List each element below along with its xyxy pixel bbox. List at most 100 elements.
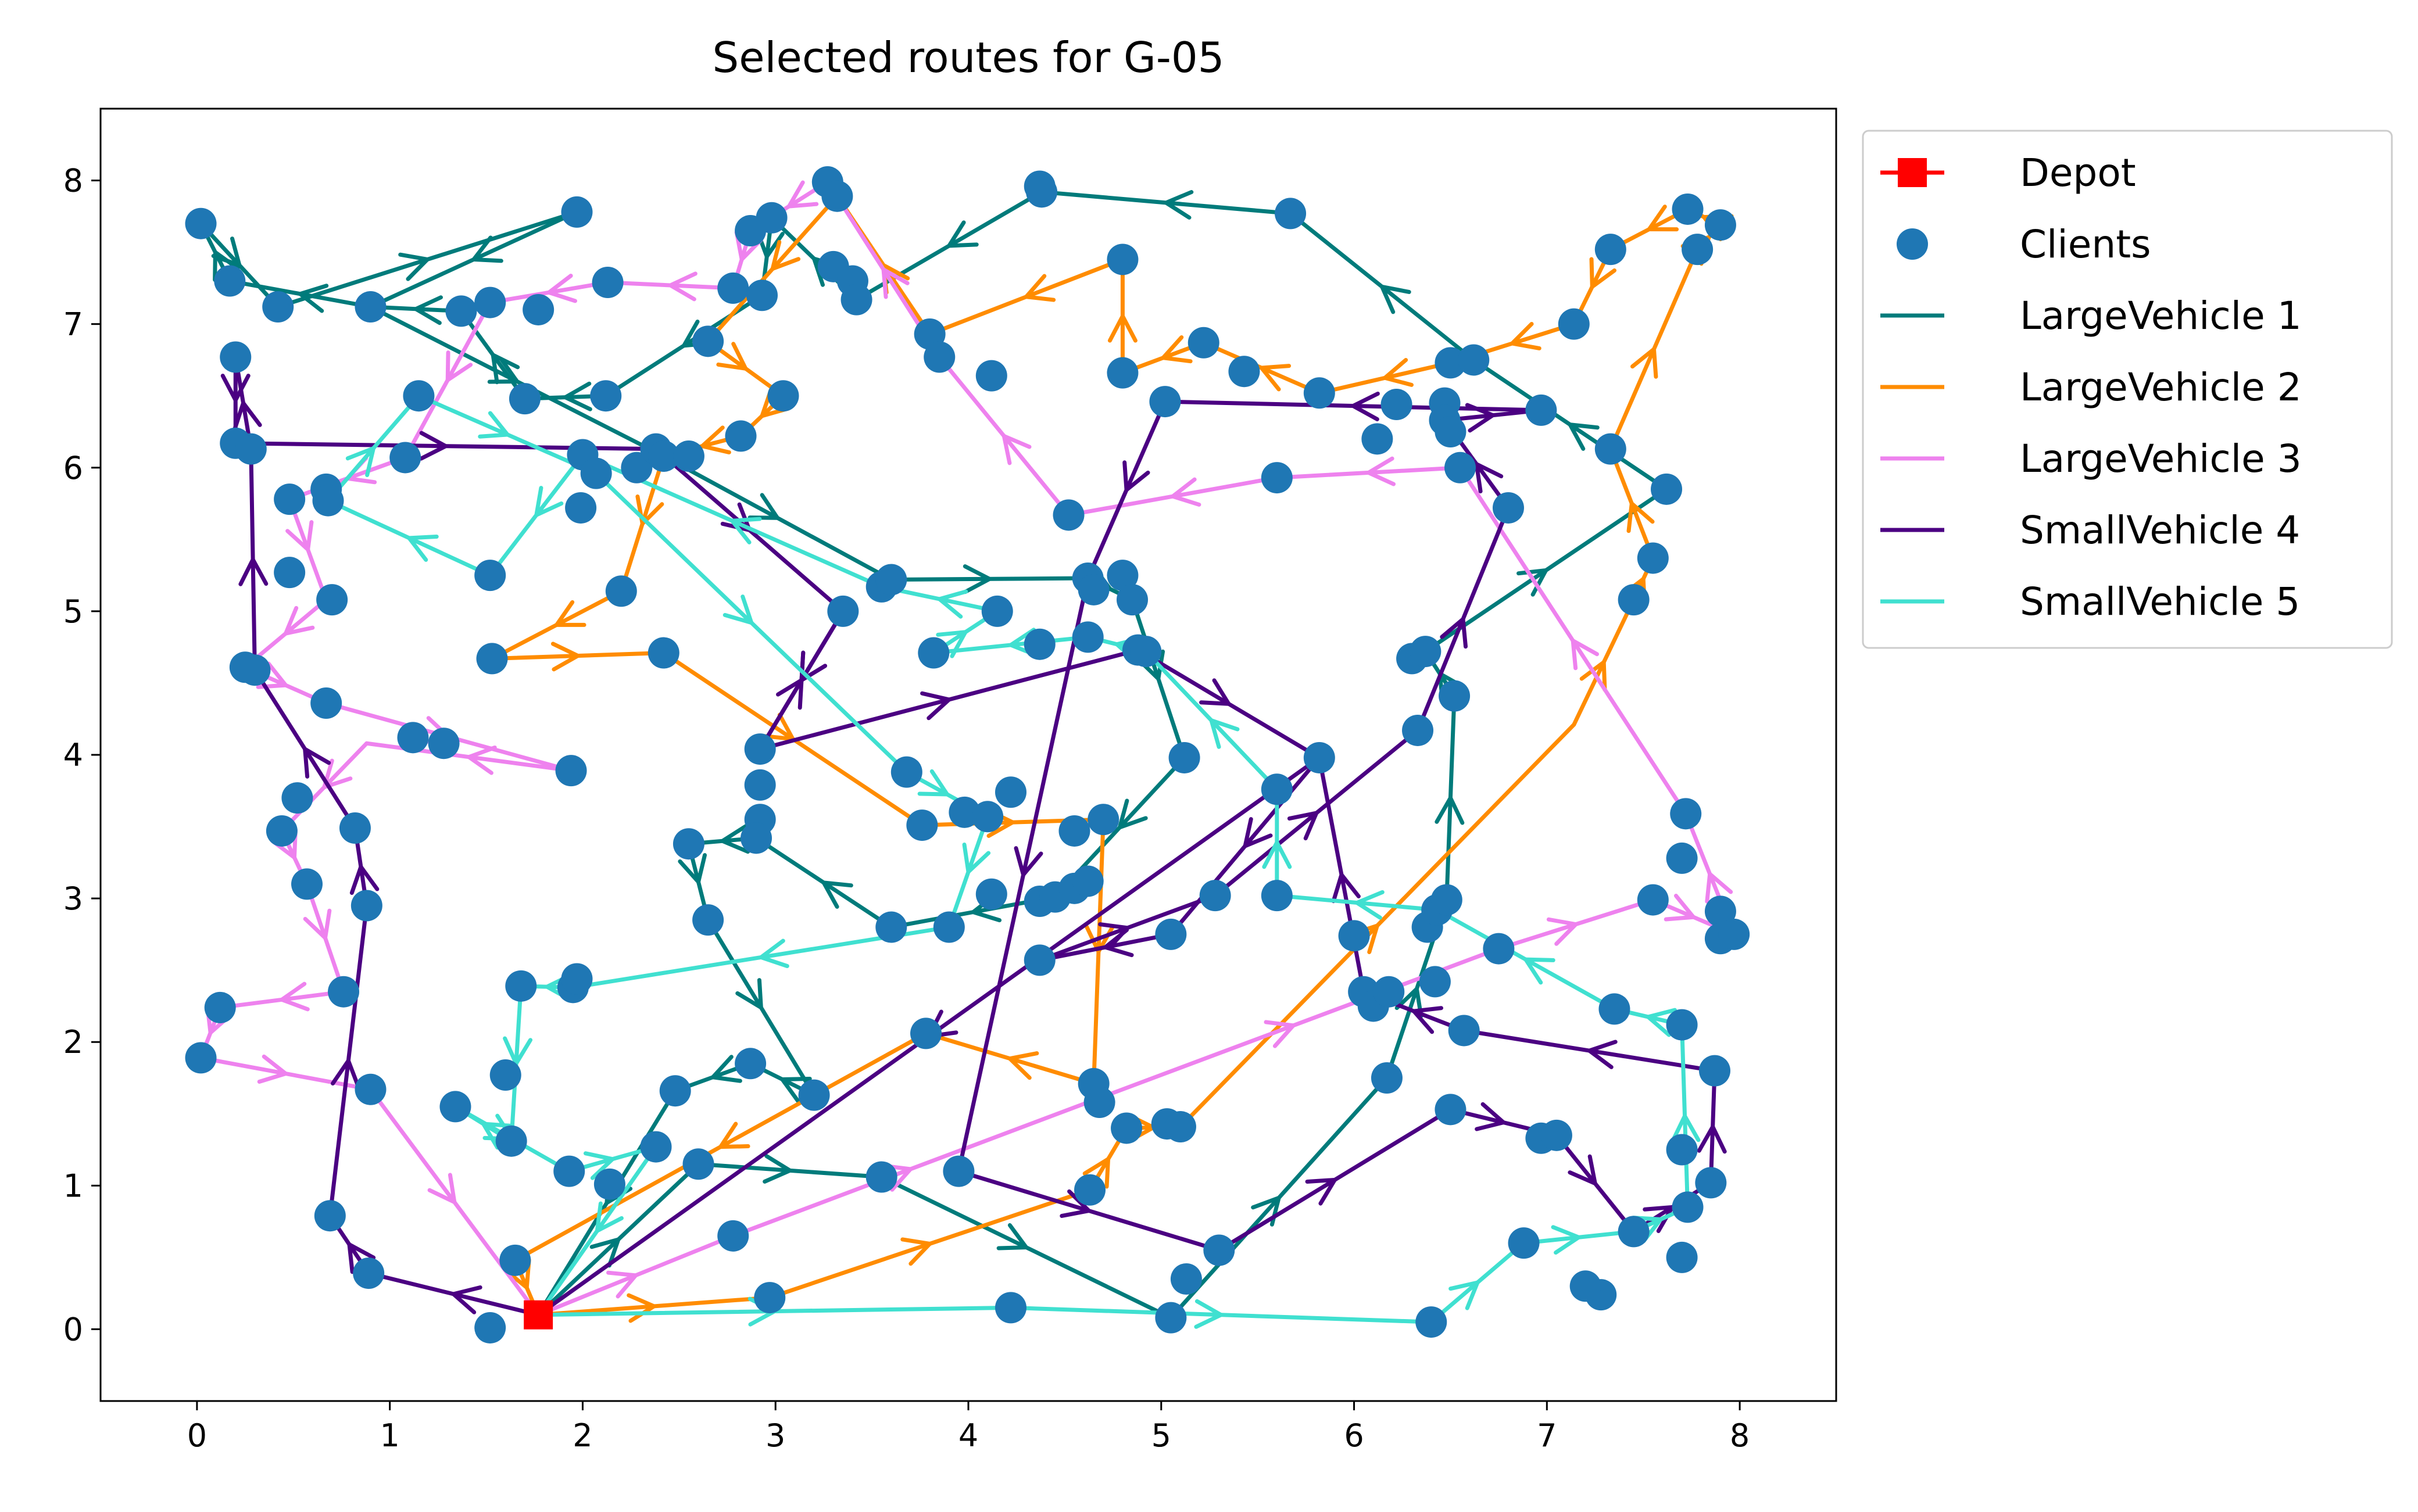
client-point — [972, 801, 1004, 833]
client-point — [924, 341, 956, 373]
client-point — [756, 202, 788, 234]
client-point — [239, 654, 271, 686]
route-arrow — [722, 594, 755, 626]
route-arrow — [1159, 335, 1193, 364]
route-arrow — [1014, 846, 1043, 879]
client-point — [890, 756, 922, 788]
route-arrow — [220, 374, 251, 405]
route-arrow — [552, 600, 586, 627]
route-arrow — [302, 745, 331, 779]
client-point — [580, 457, 612, 489]
route-arrow — [1697, 1122, 1727, 1154]
client-point — [735, 1048, 767, 1080]
client-point — [1303, 377, 1335, 409]
route-arrow — [1571, 637, 1599, 671]
route-arrow — [698, 425, 731, 454]
route-arrow — [1348, 391, 1380, 421]
route-arrow — [734, 230, 763, 264]
client-point — [744, 733, 776, 765]
client-point — [1187, 327, 1219, 359]
y-tick-label: 2 — [63, 1024, 83, 1060]
route-arrow — [1242, 817, 1273, 850]
route-arrow — [470, 235, 503, 263]
client-point — [1261, 462, 1293, 494]
route-arrow — [770, 240, 801, 273]
client-point — [499, 1244, 531, 1276]
client-point — [995, 776, 1026, 808]
client-point — [692, 904, 724, 936]
client-point — [489, 1059, 521, 1091]
client-point — [1130, 636, 1162, 668]
client-point — [1698, 1055, 1730, 1087]
client-point — [428, 728, 460, 759]
x-tick-label: 7 — [1537, 1417, 1557, 1454]
x-tick-label: 2 — [573, 1417, 592, 1454]
client-point — [1540, 1119, 1572, 1151]
y-tick-label: 8 — [63, 163, 83, 199]
route-arrow — [1287, 810, 1320, 841]
client-point — [523, 293, 555, 325]
route-arrow — [627, 1293, 659, 1323]
route-arrow — [756, 938, 789, 968]
client-point — [1402, 714, 1434, 746]
route-arrow — [295, 284, 329, 313]
route-arrow — [487, 357, 521, 384]
client-point — [754, 1282, 786, 1314]
route-arrow — [427, 1173, 457, 1206]
client-point — [1026, 176, 1058, 208]
route-arrow — [1257, 364, 1292, 392]
client-point — [1074, 1174, 1106, 1206]
route-arrow — [1208, 717, 1240, 749]
route-arrow — [678, 853, 707, 887]
client-point — [1682, 234, 1714, 266]
client-point — [1666, 1009, 1698, 1041]
client-point — [1155, 918, 1187, 950]
client-point — [1361, 423, 1393, 455]
client-point — [648, 440, 679, 472]
route-arrow — [282, 605, 315, 637]
client-point — [1410, 636, 1442, 668]
client-point — [1666, 842, 1698, 874]
client-point — [717, 272, 749, 304]
client-point — [274, 483, 306, 515]
route-arrow — [411, 295, 443, 325]
client-point — [875, 564, 907, 596]
x-axis: 0 1 2 3 4 5 6 7 8 — [187, 1401, 1750, 1454]
route-arrow — [1440, 615, 1468, 649]
route-arrow — [718, 824, 750, 854]
client-point — [355, 291, 387, 323]
route-arrow — [550, 642, 582, 672]
y-tick-label: 6 — [63, 450, 83, 486]
client-point — [1373, 976, 1405, 1008]
client-point — [1594, 433, 1626, 465]
client-point — [1303, 741, 1335, 773]
client-point — [692, 325, 724, 357]
client-point — [659, 1075, 691, 1107]
route-arrow — [1168, 477, 1201, 507]
route-arrow — [1122, 460, 1150, 494]
client-point — [397, 722, 429, 754]
client-point — [975, 360, 1007, 392]
client-point — [1704, 209, 1736, 241]
route-arrow — [881, 266, 910, 299]
client-point — [1435, 416, 1466, 447]
x-tick-label: 8 — [1730, 1417, 1750, 1454]
client-point — [565, 492, 597, 524]
route-arrow — [900, 1237, 934, 1266]
route-arrow — [1305, 1177, 1339, 1206]
route-arrow — [1566, 422, 1600, 451]
route-arrow — [1364, 456, 1396, 486]
route-arrow — [449, 1285, 482, 1314]
legend-box — [1862, 130, 2393, 649]
route-arrow — [917, 769, 952, 797]
route-arrow — [534, 486, 564, 519]
client-point — [1525, 394, 1557, 426]
legend-label: LargeVehicle 1 — [2020, 293, 2302, 338]
route-arrow — [735, 978, 764, 1012]
client-point — [1430, 884, 1462, 916]
route-arrow — [1584, 1040, 1618, 1069]
route-arrow — [277, 981, 310, 1012]
route-arrow — [935, 589, 968, 619]
route-arrow — [1551, 1225, 1583, 1255]
y-tick-label: 5 — [63, 593, 83, 630]
